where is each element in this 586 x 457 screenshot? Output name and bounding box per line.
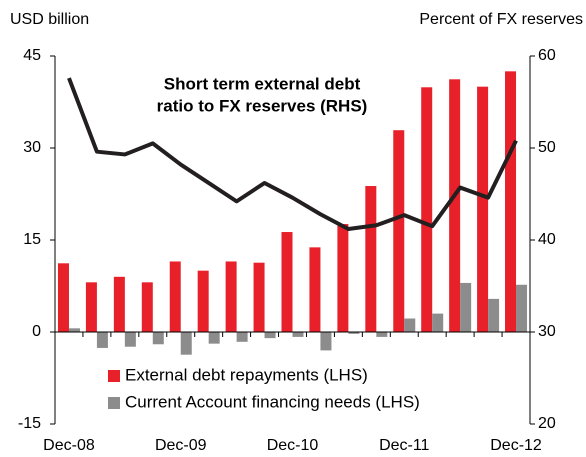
- annotation: Short term external debt: [164, 74, 361, 93]
- bar: [68, 328, 80, 332]
- bar: [376, 332, 388, 337]
- bar: [477, 86, 489, 333]
- y-axis-label: USD billion: [10, 11, 89, 28]
- y-tick-label: -15: [18, 415, 41, 432]
- y2-tick-label: 20: [538, 415, 556, 432]
- legend-label: Current Account financing needs (LHS): [125, 392, 420, 411]
- bar: [124, 332, 136, 347]
- bar: [96, 332, 108, 348]
- line: [67, 77, 518, 231]
- bar: [393, 130, 405, 332]
- bar: [488, 298, 500, 332]
- bar: [57, 263, 69, 332]
- y2-tick-label: 30: [538, 323, 556, 340]
- bar: [236, 332, 248, 342]
- x-tick-label: Dec-08: [43, 437, 95, 454]
- bar: [141, 282, 153, 332]
- bar: [365, 186, 377, 332]
- y2-tick-label: 50: [538, 139, 556, 156]
- bar: [505, 71, 517, 332]
- legend-swatch: [108, 397, 120, 409]
- bar: [404, 318, 416, 332]
- bar: [169, 261, 181, 332]
- legend-label: External debt repayments (LHS): [125, 365, 368, 384]
- bar: [152, 332, 164, 345]
- bar: [348, 332, 360, 334]
- y-tick-label: 0: [32, 323, 41, 340]
- y2-tick-label: 60: [538, 47, 556, 64]
- bar: [337, 224, 349, 332]
- bar: [113, 276, 125, 332]
- bar: [225, 261, 237, 332]
- legend-swatch: [108, 370, 120, 382]
- bar: [432, 313, 444, 332]
- bar: [460, 282, 472, 332]
- x-tick-label: Dec-12: [490, 437, 542, 454]
- y2-axis-label: Percent of FX reserves: [419, 11, 583, 28]
- bar: [281, 232, 293, 332]
- annotation: ratio to FX reserves (RHS): [157, 96, 368, 115]
- bar: [516, 284, 528, 332]
- x-tick-label: Dec-11: [379, 437, 429, 454]
- y-tick-label: 30: [23, 139, 41, 156]
- bar: [180, 332, 192, 355]
- x-tick-label: Dec-09: [155, 437, 207, 454]
- bar: [253, 262, 265, 332]
- bar: [309, 247, 321, 332]
- y-tick-label: 15: [23, 231, 41, 248]
- bar: [264, 332, 276, 339]
- bar: [292, 332, 304, 337]
- x-tick-label: Dec-10: [267, 437, 319, 454]
- bar: [320, 332, 332, 351]
- y2-tick-label: 40: [538, 231, 556, 248]
- bar: [421, 87, 433, 332]
- bar: [208, 332, 220, 344]
- bar: [85, 282, 97, 332]
- bar: [449, 79, 461, 332]
- bar: [197, 270, 209, 332]
- y-tick-label: 45: [23, 47, 41, 64]
